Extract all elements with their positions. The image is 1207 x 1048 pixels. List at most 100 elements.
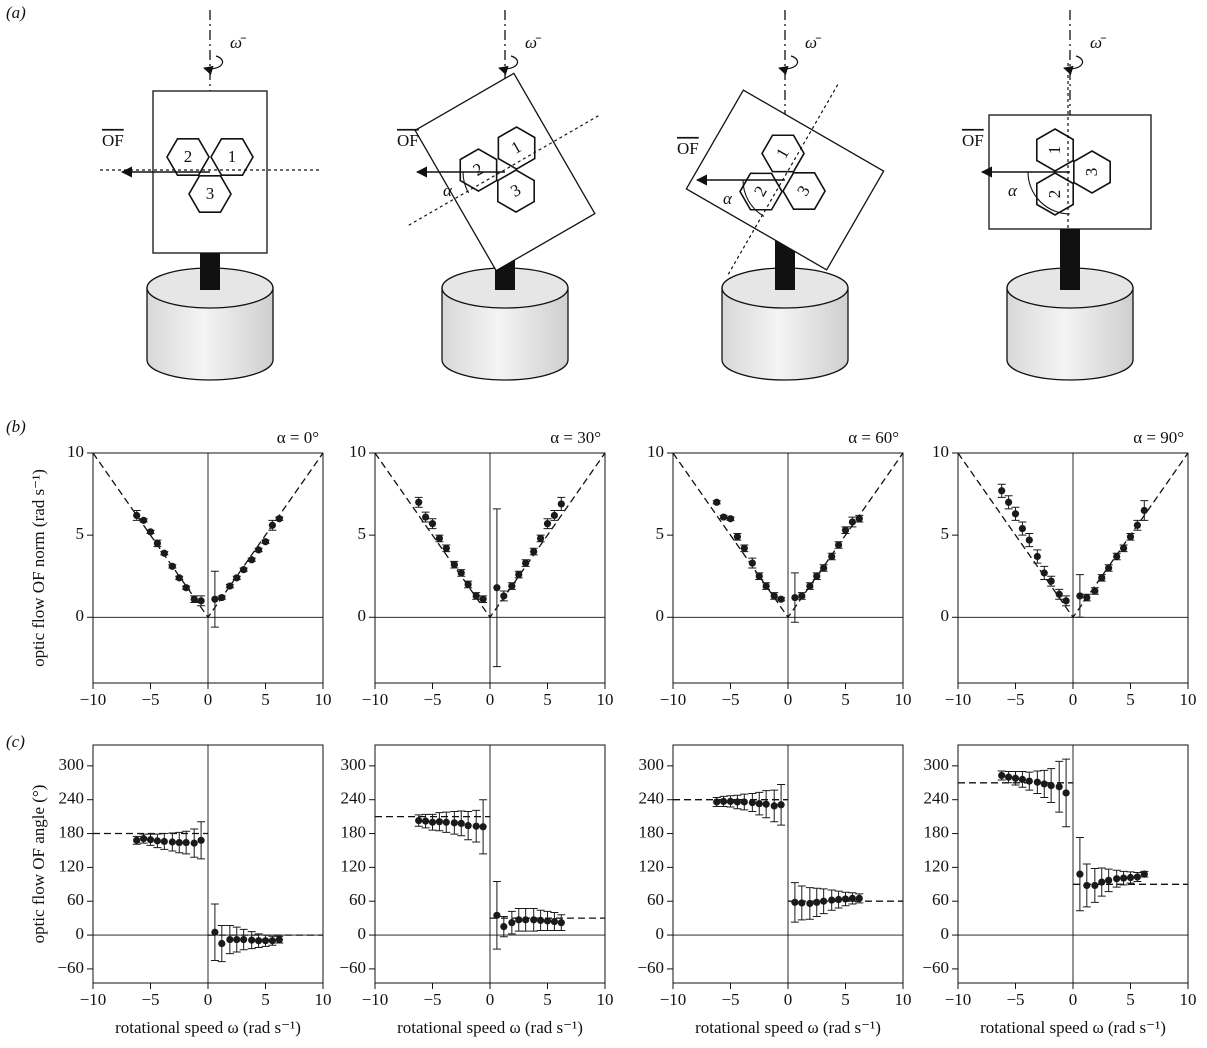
- data-point: [828, 896, 835, 903]
- x-tick-label: −10: [660, 690, 687, 709]
- y-tick-label: 180: [59, 822, 85, 841]
- data-point: [211, 596, 218, 603]
- x-tick-label: 5: [261, 990, 270, 1009]
- data-point: [262, 538, 269, 545]
- data-point: [154, 540, 161, 547]
- data-point: [1113, 875, 1120, 882]
- chart-title: α = 60°: [848, 428, 899, 447]
- y-tick-label: 120: [639, 856, 665, 875]
- data-point: [749, 559, 756, 566]
- data-point: [713, 499, 720, 506]
- data-point: [1141, 507, 1148, 514]
- data-point: [842, 527, 849, 534]
- chart-title: α = 30°: [550, 428, 601, 447]
- y-tick-label: 0: [358, 606, 367, 625]
- data-point: [1134, 522, 1141, 529]
- data-point: [140, 835, 147, 842]
- chart-title: α = 0°: [277, 428, 319, 447]
- y-axis-label: optic flow OF angle (°): [29, 785, 48, 944]
- omega-label: ω̄: [1090, 33, 1107, 52]
- y-tick-label: −60: [637, 958, 664, 977]
- data-point: [856, 515, 863, 522]
- data-point: [1026, 536, 1033, 543]
- data-point: [218, 594, 225, 601]
- data-point: [734, 533, 741, 540]
- y-tick-label: 0: [358, 924, 367, 943]
- data-point: [1056, 591, 1063, 598]
- y-tick-label: 120: [341, 856, 367, 875]
- y-tick-label: 240: [341, 789, 367, 808]
- data-point: [998, 772, 1005, 779]
- cell-label: 2: [1045, 190, 1064, 199]
- data-point: [515, 571, 522, 578]
- cell-label: 1: [1045, 146, 1064, 155]
- data-point: [530, 916, 537, 923]
- y-tick-label: 60: [67, 890, 84, 909]
- chart: −10−505100510α = 60°: [647, 428, 912, 709]
- data-point: [480, 823, 487, 830]
- chart: −10−50510−60060120180240300optic flow OF…: [29, 745, 332, 1037]
- data-point: [720, 798, 727, 805]
- data-point: [522, 559, 529, 566]
- data-point: [771, 592, 778, 599]
- alpha-label: α: [723, 189, 733, 208]
- data-point: [493, 912, 500, 919]
- x-tick-label: 0: [204, 690, 213, 709]
- data-point: [508, 919, 515, 926]
- data-point: [515, 916, 522, 923]
- data-point: [1012, 510, 1019, 517]
- panel-label: (a): [6, 3, 26, 22]
- data-point: [255, 937, 262, 944]
- y-tick-label: 60: [349, 890, 366, 909]
- data-point: [820, 564, 827, 571]
- y-tick-label: 240: [924, 789, 950, 808]
- data-point: [226, 936, 233, 943]
- data-point: [1041, 569, 1048, 576]
- x-tick-label: −5: [721, 690, 739, 709]
- data-point: [480, 596, 487, 603]
- y-tick-label: 5: [941, 524, 950, 543]
- x-tick-label: −10: [660, 990, 687, 1009]
- x-tick-label: 10: [895, 690, 912, 709]
- x-tick-label: 10: [1180, 990, 1197, 1009]
- data-point: [422, 818, 429, 825]
- y-tick-label: 300: [639, 755, 665, 774]
- x-tick-label: 10: [597, 690, 614, 709]
- cell-label: 3: [206, 184, 215, 203]
- data-point: [835, 896, 842, 903]
- x-tick-label: 0: [486, 690, 495, 709]
- data-point: [998, 487, 1005, 494]
- data-point: [551, 512, 558, 519]
- x-tick-label: 10: [1180, 690, 1197, 709]
- y-tick-label: 180: [924, 822, 950, 841]
- y-tick-label: 60: [932, 890, 949, 909]
- data-point: [1083, 882, 1090, 889]
- x-axis-label: rotational speed ω (rad s⁻¹): [397, 1018, 583, 1037]
- data-point: [734, 798, 741, 805]
- y-tick-label: 120: [924, 856, 950, 875]
- x-tick-label: 10: [315, 990, 332, 1009]
- x-tick-label: 5: [841, 690, 850, 709]
- data-point: [436, 535, 443, 542]
- data-point: [537, 917, 544, 924]
- data-point: [248, 937, 255, 944]
- x-tick-label: 5: [543, 990, 552, 1009]
- data-point: [269, 937, 276, 944]
- data-point: [183, 839, 190, 846]
- data-point: [465, 581, 472, 588]
- panel-label: (c): [6, 732, 25, 751]
- data-point: [1005, 499, 1012, 506]
- data-point: [1083, 594, 1090, 601]
- data-point: [176, 839, 183, 846]
- x-tick-label: 0: [1069, 990, 1078, 1009]
- data-point: [493, 584, 500, 591]
- alpha-label: α: [1008, 181, 1018, 200]
- data-point: [422, 513, 429, 520]
- data-point: [778, 596, 785, 603]
- data-point: [1127, 533, 1134, 540]
- y-tick-label: 60: [647, 890, 664, 909]
- x-tick-label: 5: [261, 690, 270, 709]
